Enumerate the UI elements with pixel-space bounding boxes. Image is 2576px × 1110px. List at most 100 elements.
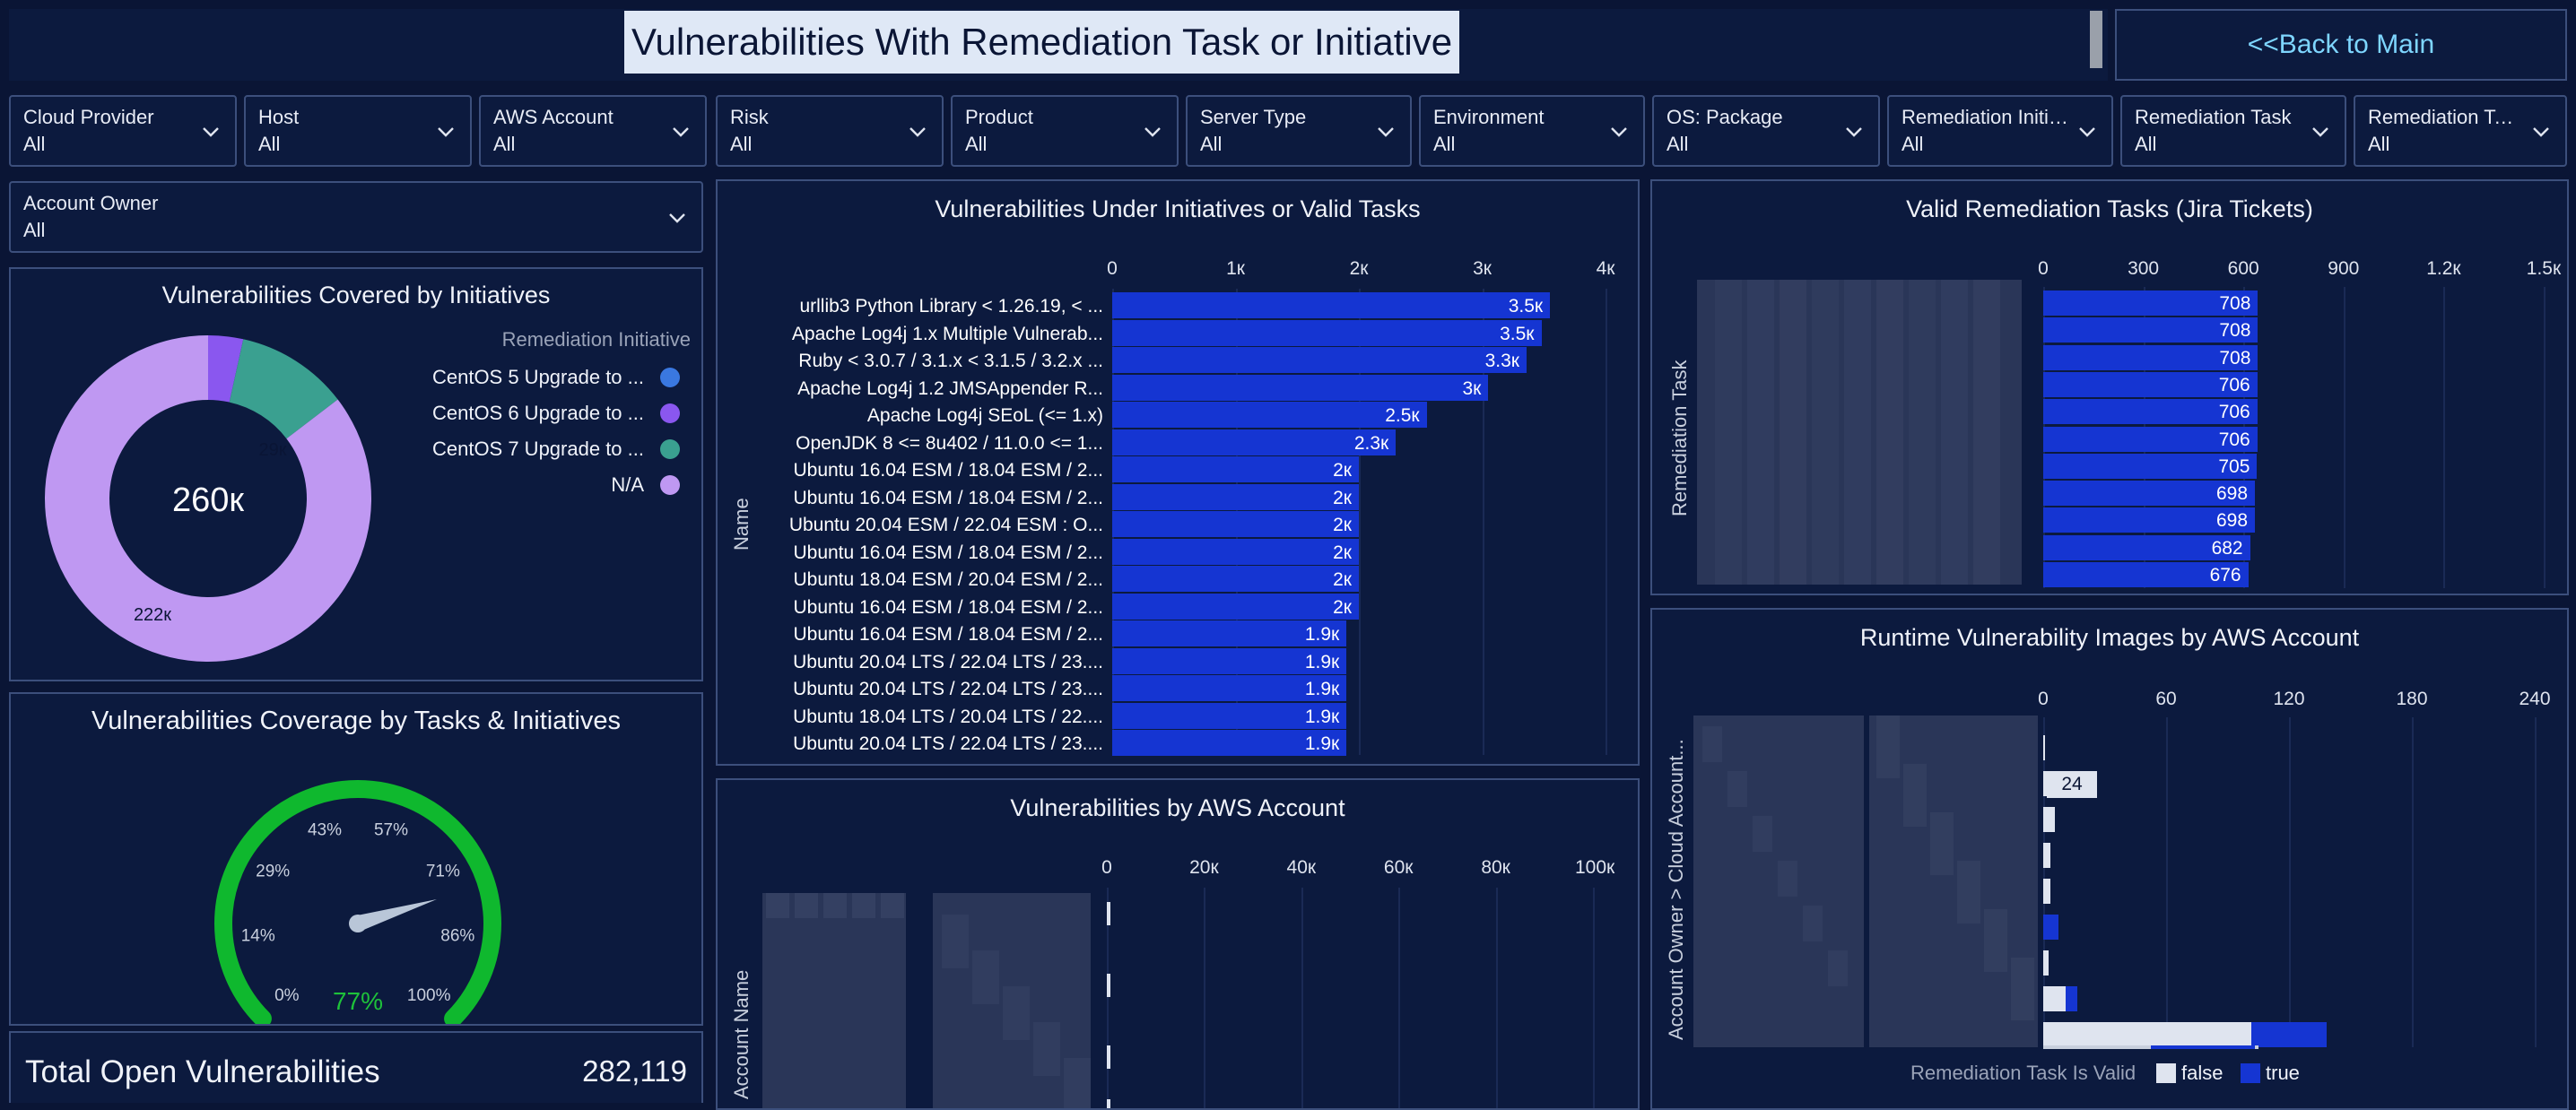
vuln-bar[interactable] <box>1112 620 1347 646</box>
runtime-bar-false[interactable] <box>2043 807 2055 832</box>
bar-category-label: urllib3 Python Library < 1.26.19, < ... <box>799 296 1103 317</box>
vuln-bar[interactable] <box>1112 292 1551 318</box>
bar-value-label: 1.9к <box>1304 733 1340 754</box>
vuln-bar[interactable] <box>1112 511 1359 537</box>
grid-line <box>2535 717 2537 1047</box>
bar-value-label: 2к <box>1333 596 1352 618</box>
vuln-bar[interactable] <box>1112 647 1347 674</box>
filter-dropdown[interactable]: Cloud Provider All <box>9 95 237 167</box>
task-bar[interactable] <box>2043 291 2258 316</box>
bar-value-label: 1.9к <box>1304 651 1340 672</box>
task-bar[interactable] <box>2043 317 2258 343</box>
x-tick-label: 4к <box>1596 258 1615 279</box>
runtime-scrollbar-true[interactable] <box>2151 1045 2255 1049</box>
x-tick-label: 300 <box>2128 258 2160 279</box>
bar-value-label: 706 <box>2218 374 2250 395</box>
task-bar[interactable] <box>2043 344 2258 370</box>
x-tick-label: 0 <box>1101 857 1112 878</box>
vuln-bar[interactable] <box>1112 456 1359 482</box>
donut-legend-label: CentOS 5 Upgrade to ... <box>431 366 644 388</box>
redacted-task-names <box>1697 280 2022 585</box>
filter-dropdown[interactable]: Remediation Task I... All <box>2354 95 2567 167</box>
gauge-title: Vulnerabilities Coverage by Tasks & Init… <box>91 707 621 735</box>
vuln-bar[interactable] <box>1112 675 1347 701</box>
vuln-bar[interactable] <box>1112 429 1397 455</box>
vuln-bar[interactable] <box>1112 319 1542 346</box>
runtime-bar-true[interactable] <box>2250 1022 2328 1047</box>
donut-legend-label: CentOS 7 Upgrade to ... <box>431 438 644 460</box>
x-tick-label: 120 <box>2273 689 2305 709</box>
vuln-bar[interactable] <box>1112 566 1359 592</box>
filter-dropdown[interactable]: Environment All <box>1419 95 1645 167</box>
donut-slice[interactable] <box>208 335 244 403</box>
bar-category-label: Ruby < 3.0.7 / 3.1.x < 3.1.5 / 3.2.x ... <box>798 351 1103 371</box>
task-bar[interactable] <box>2043 426 2258 452</box>
x-tick-label: 20к <box>1189 857 1219 878</box>
filter-dropdown[interactable]: Remediation Task All <box>2120 95 2346 167</box>
runtime-bar-false[interactable] <box>2043 1022 2251 1047</box>
filter-dropdown[interactable]: AWS Account All <box>479 95 707 167</box>
x-tick-label: 60к <box>1383 857 1414 878</box>
aws-bar[interactable] <box>1107 1045 1110 1069</box>
title-scrollbar[interactable] <box>2090 11 2102 68</box>
vuln-bar[interactable] <box>1112 593 1359 620</box>
donut-slice[interactable] <box>44 335 371 662</box>
runtime-bar-false[interactable] <box>2043 843 2051 868</box>
filter-dropdown[interactable]: Remediation Initiati... All <box>1887 95 2113 167</box>
redacted-owner-names <box>1693 715 1864 1047</box>
task-bar[interactable] <box>2043 507 2256 533</box>
filter-label: Server Type <box>1200 106 1307 128</box>
filter-dropdown[interactable]: Risk All <box>716 95 944 167</box>
bar-value-label: 2.5к <box>1385 405 1420 426</box>
runtime-bar-false[interactable] <box>2043 879 2051 904</box>
gauge-tick-label: 100% <box>407 986 451 1005</box>
legend-false-label: false <box>2181 1062 2224 1084</box>
vuln-bar[interactable] <box>1112 538 1359 565</box>
legend-false-swatch <box>2156 1063 2176 1083</box>
donut-slice[interactable] <box>229 339 338 439</box>
filter-value: All <box>23 133 46 155</box>
redacted-block <box>1903 764 1927 827</box>
task-bar[interactable] <box>2043 399 2258 425</box>
aws-bar[interactable] <box>1107 1099 1110 1108</box>
filter-value: All <box>258 133 281 155</box>
runtime-bar-false[interactable] <box>2043 735 2046 760</box>
aws-bar[interactable] <box>1107 902 1110 925</box>
runtime-bar-false[interactable] <box>2043 950 2049 976</box>
filter-dropdown[interactable]: OS: Package All <box>1652 95 1880 167</box>
filter-value: All <box>23 219 46 241</box>
task-bar[interactable] <box>2043 481 2256 507</box>
donut-legend-label: N/A <box>611 473 644 496</box>
vuln-bar[interactable] <box>1112 702 1347 729</box>
task-bar[interactable] <box>2043 371 2258 397</box>
task-bar[interactable] <box>2043 453 2258 479</box>
redacted-block <box>1727 771 1747 807</box>
grid-line <box>1606 289 1607 755</box>
redacted-block <box>1930 812 1954 875</box>
gauge-hub <box>349 915 367 932</box>
filter-dropdown[interactable]: Host All <box>244 95 472 167</box>
aws-bar[interactable] <box>1107 974 1110 997</box>
redacted-task-name-block <box>1876 280 1903 585</box>
task-bar[interactable] <box>2043 562 2249 587</box>
bar-value-label: 1.9к <box>1304 624 1340 645</box>
vuln-bar[interactable] <box>1112 347 1527 373</box>
runtime-bar-true[interactable] <box>2066 986 2077 1011</box>
filter-dropdown[interactable]: Product All <box>951 95 1179 167</box>
vuln-bar[interactable] <box>1112 483 1359 510</box>
filter-dropdown[interactable]: Account Owner All <box>9 181 703 253</box>
redacted-block <box>1064 1058 1091 1108</box>
legend-true-swatch <box>2241 1063 2260 1083</box>
back-to-main-button[interactable]: <<Back to Main <box>2115 9 2567 81</box>
tasks-chart-title: Valid Remediation Tasks (Jira Tickets) <box>1906 195 2313 222</box>
vuln-bar[interactable] <box>1112 402 1427 428</box>
vuln-bar[interactable] <box>1112 374 1489 401</box>
valid-tasks-panel: Valid Remediation Tasks (Jira Tickets) R… <box>1650 179 2569 595</box>
runtime-bar-false[interactable] <box>2043 986 2067 1011</box>
runtime-bar-true[interactable] <box>2043 915 2058 940</box>
task-bar[interactable] <box>2043 534 2250 560</box>
filter-dropdown[interactable]: Server Type All <box>1186 95 1412 167</box>
vuln-bar[interactable] <box>1112 730 1347 756</box>
redacted-account-ids <box>933 893 1091 1108</box>
bar-category-label: Ubuntu 18.04 ESM / 20.04 ESM / 2... <box>793 569 1103 590</box>
